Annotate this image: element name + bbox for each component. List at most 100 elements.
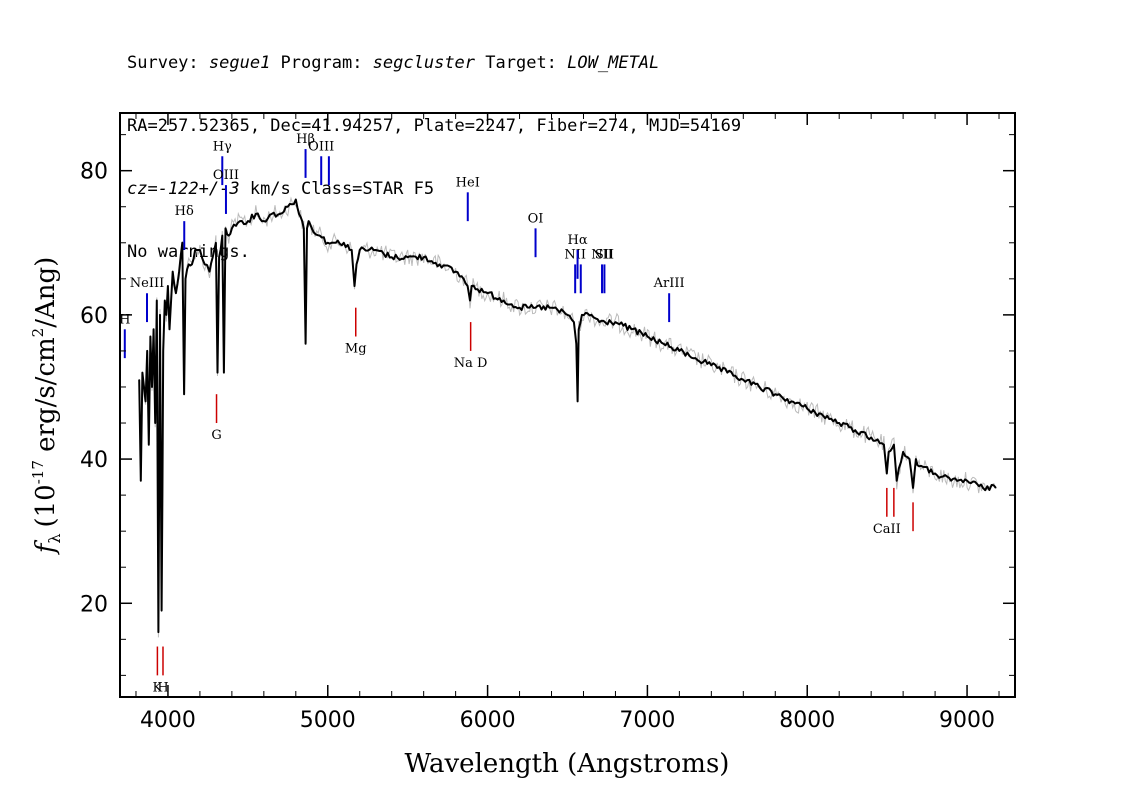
spectrum-point [199,249,201,251]
spectrum-point [141,371,143,374]
spectrum-point [908,458,911,460]
axis-ticks: 4000 5000 6000 7000 8000 9000 20 40 60 80 [80,113,1015,733]
line-marker-label: CaII [873,522,901,537]
x-tick-label: 6000 [460,708,516,733]
spectrum-point [518,307,521,309]
spectrum-point [486,292,489,294]
spectrum-point [888,451,890,453]
line-marker-label: Hβ [296,132,315,147]
error-band-path [138,196,995,638]
plot-frame [119,112,1016,698]
spectrum-point [886,472,888,475]
line-marker-label: ArIII [653,276,685,291]
spectrum-point [165,314,167,316]
line-marker-label: HeI [456,175,480,190]
spectrum-point [614,321,617,323]
y-tick-label: 40 [80,448,108,473]
spectrum-point [758,386,760,388]
spectrum-point [212,256,214,258]
spectrum-point [255,213,257,215]
spectrum-point [883,444,885,446]
spectrum-point [162,350,164,352]
line-marker-label: OIII [308,139,334,154]
spectrum-point [319,234,321,237]
y-title-exponent: -17 [29,460,47,484]
spectrum-point [178,271,180,273]
y-title-units-2: erg/s/cm [31,337,61,460]
spectrum-point [303,227,305,229]
spectrum-point [160,609,163,612]
survey-label: Survey: [127,53,209,73]
header-line-1: Survey: segue1 Program: segcluster Targe… [127,53,741,74]
line-marker-label: Hδ [175,204,194,219]
line-marker-label: K [153,680,163,695]
spectrum-point [566,314,569,316]
spectrum-point [224,227,227,229]
spectrum-point [184,278,187,280]
spectrum-point [790,400,792,402]
spectrum-point [208,271,211,273]
spectrum-point [221,234,223,237]
spectrum-point [295,198,297,201]
line-marker-label: H [157,680,168,695]
spectrum-point [304,343,307,345]
spectrum-point [534,307,537,309]
spectrum-point [151,386,153,388]
spectrum-point [183,393,185,395]
x-tick-label: 9000 [939,708,995,733]
spectrum-point [154,422,156,424]
spectrum-line [138,198,997,634]
spectrum-point [590,314,593,316]
spectrum-point [231,227,233,229]
spectrum-point [172,271,174,273]
spectrum-point [164,299,166,302]
spectrum-point [576,400,579,402]
error-band [138,196,995,638]
spectrum-point [575,343,577,345]
spectrum-point [181,242,183,244]
spectrum-point [502,299,505,302]
y-tick-label: 20 [80,592,108,617]
x-tick-label: 5000 [300,708,356,733]
spectrum-point [228,234,230,237]
spectrum-point [175,292,177,294]
spectrum-point [143,386,145,388]
spectrum-point [327,242,329,244]
redshift-value: cz=-122+/-3 [127,179,240,199]
spectrum-point [148,444,150,446]
line-markers: HNeIIIHδHγOIIIHβOIIIHeIOINIIHαNIISIIArII… [119,132,914,695]
spectrum-point [918,465,920,467]
spectrum-point [335,242,337,244]
spectrum-point [215,242,217,244]
spectrum-point [469,299,471,302]
spectrum-point [966,480,968,482]
spectrum-point [854,429,856,431]
spectrum-point [307,220,310,222]
spectrum-point [646,335,649,338]
spectrum-point [662,343,664,345]
spectrum-point [271,213,273,215]
spectrum-point [170,299,172,302]
spectrum-point [191,263,193,266]
spectrum-header: Survey: segue1 Program: segcluster Targe… [127,11,741,284]
spectrum-point [630,328,633,330]
spectrum-point [140,480,142,482]
spectrum-point [298,213,300,215]
target-label: Target: [475,53,568,73]
spectrum-point [152,328,155,330]
survey-value: segue1 [208,53,271,73]
spectrum-point [838,422,840,424]
spectrum-point [902,451,904,453]
spectrum-point [167,285,169,287]
spectrum-point [301,220,303,222]
line-marker-label: Mg [345,342,367,357]
spectrum-point [279,213,281,215]
spectrum-point [982,487,984,489]
spectrum-point [870,436,872,439]
spectrum-point [146,350,148,352]
spectrum-point [247,220,249,222]
spectrum-point [306,227,308,229]
y-axis-title: fλ(10-17 erg/s/cm2/Ang) [29,257,64,556]
program-value: segcluster [372,53,476,73]
line-marker-label: SII [595,247,614,262]
